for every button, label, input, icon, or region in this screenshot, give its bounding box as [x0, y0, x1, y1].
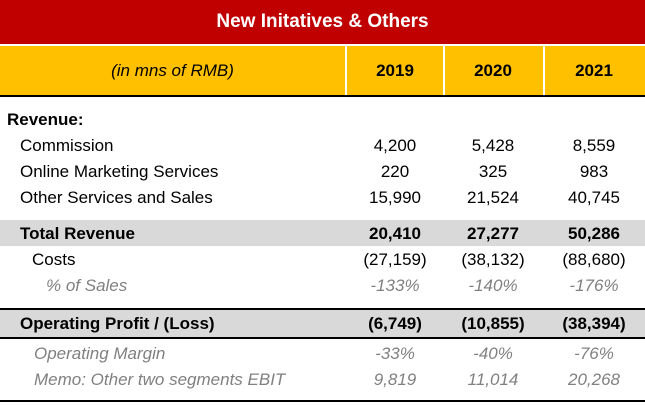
row-label: Operating Profit / (Loss)	[20, 314, 215, 333]
table-row: Memo: Other two segments EBIT 9,819 11,0…	[0, 367, 645, 393]
cell-2021: 50,286	[568, 224, 620, 243]
revenue-heading-row: Revenue:	[0, 107, 645, 133]
header-divider	[345, 46, 347, 95]
cell-2020: (10,855)	[461, 314, 525, 333]
cell-2019: (27,159)	[363, 250, 427, 269]
table-row: Commission 4,200 5,428 8,559	[0, 133, 645, 159]
cell-2019: -33%	[375, 344, 415, 363]
cell-2019: (6,749)	[368, 314, 422, 333]
cell-2020: 5,428	[471, 136, 515, 155]
header-row: (in mns of RMB)	[0, 46, 645, 97]
cell-2021: (38,394)	[562, 314, 626, 333]
cell-2020: 11,014	[467, 370, 519, 389]
table-row: Operating Margin -33% -40% -76%	[0, 341, 645, 367]
row-label: Other Services and Sales	[20, 188, 213, 207]
rule-final	[0, 400, 645, 402]
revenue-heading: Revenue:	[7, 110, 84, 129]
cell-2019: 15,990	[369, 188, 421, 207]
cell-2021: 20,268	[568, 370, 620, 389]
cell-2021: -76%	[574, 344, 614, 363]
operating-profit-row: Operating Profit / (Loss) (6,749) (10,85…	[0, 311, 645, 337]
cell-2020: 27,277	[467, 224, 519, 243]
cell-2019: 9,819	[373, 370, 417, 389]
cell-2020: (38,132)	[461, 250, 525, 269]
cell-2021: 983	[579, 162, 609, 181]
operating-profit-shade	[0, 310, 645, 337]
table-row: Costs (27,159) (38,132) (88,680)	[0, 247, 645, 273]
cell-2021: 8,559	[572, 136, 616, 155]
header-divider	[443, 46, 445, 95]
cell-2019: 20,410	[369, 224, 421, 243]
cell-2021: -176%	[569, 276, 619, 295]
cell-2020: 325	[478, 162, 508, 181]
rule-bottom	[0, 337, 645, 339]
row-label: Online Marketing Services	[20, 162, 219, 181]
units-label: (in mns of RMB)	[111, 60, 234, 80]
cell-2020: 21,524	[467, 188, 519, 207]
table-row: Other Services and Sales 15,990 21,524 4…	[0, 185, 645, 211]
header-divider	[543, 46, 545, 95]
row-label: Operating Margin	[34, 344, 166, 363]
row-label: Total Revenue	[20, 224, 135, 243]
table-title: New Initatives & Others	[0, 0, 645, 44]
row-label: Costs	[32, 250, 76, 269]
cell-2021: (88,680)	[562, 250, 626, 269]
cell-2019: 220	[380, 162, 410, 181]
year-header-2019: 2019	[376, 60, 414, 80]
table-row: Online Marketing Services 220 325 983	[0, 159, 645, 185]
cell-2020: -140%	[468, 276, 518, 295]
table-row: % of Sales -133% -140% -176%	[0, 273, 645, 299]
row-label: Memo: Other two segments EBIT	[34, 370, 286, 389]
row-label: % of Sales	[46, 276, 128, 295]
total-revenue-shade	[0, 220, 645, 246]
cell-2019: 4,200	[373, 136, 417, 155]
total-revenue-row: Total Revenue 20,410 27,277 50,286	[0, 221, 645, 247]
year-header-2020: 2020	[474, 60, 512, 80]
cell-2020: -40%	[473, 344, 513, 363]
cell-2019: -133%	[370, 276, 420, 295]
year-header-2021: 2021	[575, 60, 613, 80]
row-label: Commission	[20, 136, 114, 155]
rule-top	[0, 308, 645, 310]
cell-2021: 40,745	[568, 188, 620, 207]
